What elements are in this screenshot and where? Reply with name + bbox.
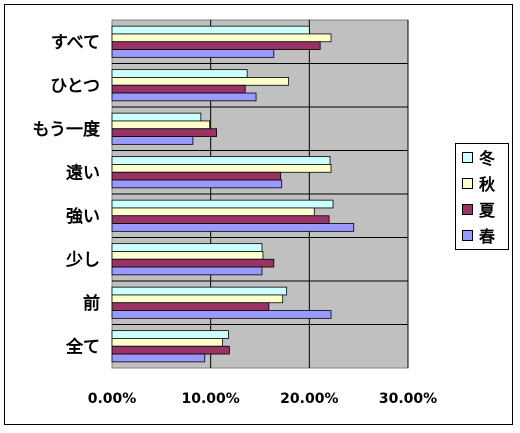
x-tick-label: 30.00% <box>379 391 437 407</box>
bar <box>111 120 211 130</box>
bar <box>111 41 321 50</box>
bar <box>111 258 275 268</box>
legend-label-summer: 夏 <box>479 201 496 220</box>
category-label: 少し <box>65 250 100 270</box>
bar <box>111 207 315 217</box>
category-label: 強い <box>66 206 100 227</box>
bar <box>111 92 257 102</box>
bar <box>111 266 263 276</box>
bar <box>111 310 332 319</box>
legend-label-spring: 春 <box>479 227 496 246</box>
bar <box>111 302 270 311</box>
bar <box>111 69 248 78</box>
bar <box>111 353 206 363</box>
bar <box>111 286 288 296</box>
legend: 冬 秋 夏 春 <box>455 143 509 250</box>
bar <box>111 345 230 355</box>
legend-item-winter: 冬 <box>462 146 495 168</box>
bar <box>111 156 331 165</box>
category-label: 前 <box>83 293 100 314</box>
legend-swatch-spring <box>462 229 473 241</box>
category-label: 遠い <box>66 163 100 183</box>
category-label: すべて <box>51 33 100 53</box>
bar <box>111 84 246 94</box>
bar <box>111 77 290 86</box>
x-tick-label: 20.00% <box>280 391 338 407</box>
legend-item-spring: 春 <box>462 224 495 246</box>
bar <box>111 25 310 35</box>
bar <box>111 179 283 189</box>
bar <box>111 251 264 260</box>
bar <box>111 128 217 137</box>
bar <box>111 294 284 304</box>
bar <box>111 171 282 181</box>
legend-item-autumn: 秋 <box>462 172 495 194</box>
bar <box>111 243 263 252</box>
legend-item-summer: 夏 <box>462 198 495 220</box>
legend-label-winter: 冬 <box>479 149 496 168</box>
bar <box>111 199 334 209</box>
category-label: 全て <box>65 336 100 357</box>
bar <box>111 215 330 224</box>
legend-swatch-summer <box>462 203 473 215</box>
legend-label-autumn: 秋 <box>479 175 496 194</box>
category-label: ひとつ <box>50 76 100 96</box>
legend-swatch-autumn <box>462 177 473 189</box>
bar <box>111 49 275 58</box>
x-tick-label: 0.00% <box>88 391 137 407</box>
legend-swatch-winter <box>462 151 473 163</box>
bar <box>111 33 332 43</box>
category-label: もう一度 <box>33 119 101 140</box>
bar <box>111 112 202 122</box>
bar <box>111 338 223 347</box>
x-tick-label: 10.00% <box>182 391 240 407</box>
bar <box>111 330 229 339</box>
bar <box>111 136 194 145</box>
bar <box>111 223 355 232</box>
bar <box>111 164 332 173</box>
